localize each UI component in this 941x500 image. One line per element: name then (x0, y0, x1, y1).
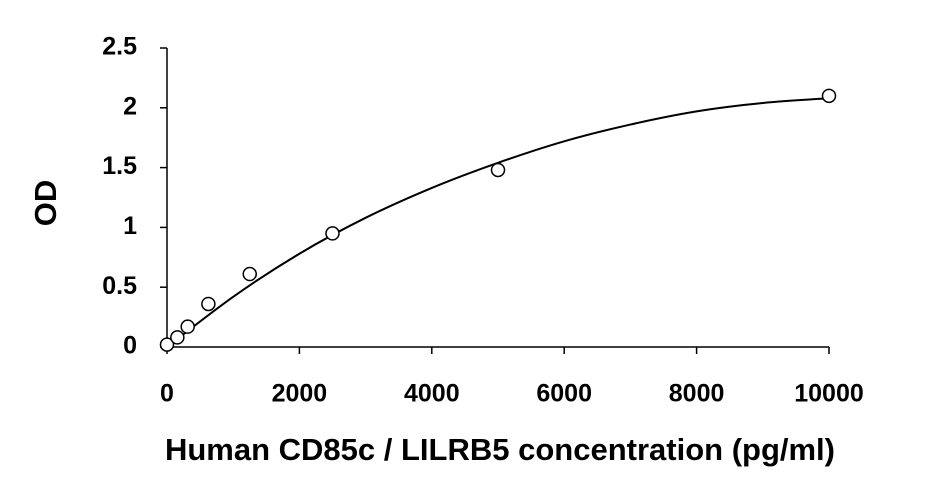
data-point (159, 337, 175, 352)
fit-curve (166, 97, 830, 348)
y-tick-label: 1 (123, 212, 137, 240)
data-point (325, 226, 340, 241)
x-tick-label: 6000 (536, 380, 592, 408)
y-axis-title: OD (28, 180, 63, 227)
y-tick-label: 2 (123, 92, 137, 120)
data-point (180, 319, 195, 334)
data-point (490, 162, 506, 178)
data-point (242, 266, 257, 282)
y-tick-label: 0.5 (102, 272, 137, 300)
x-tick-label: 10000 (794, 380, 864, 408)
x-tick-label: 8000 (669, 380, 725, 408)
y-tick-label: 2.5 (102, 33, 137, 61)
x-tick-label: 4000 (404, 380, 460, 408)
y-tick-label: 0 (123, 332, 137, 360)
x-tick-label: 2000 (272, 380, 328, 408)
x-axis-title: Human CD85c / LILRB5 concentration (pg/m… (165, 432, 835, 467)
y-tick-label: 1.5 (102, 152, 137, 180)
data-point (821, 88, 837, 104)
data-point (170, 330, 185, 345)
x-tick-label: 0 (160, 380, 174, 408)
data-point (201, 296, 216, 312)
